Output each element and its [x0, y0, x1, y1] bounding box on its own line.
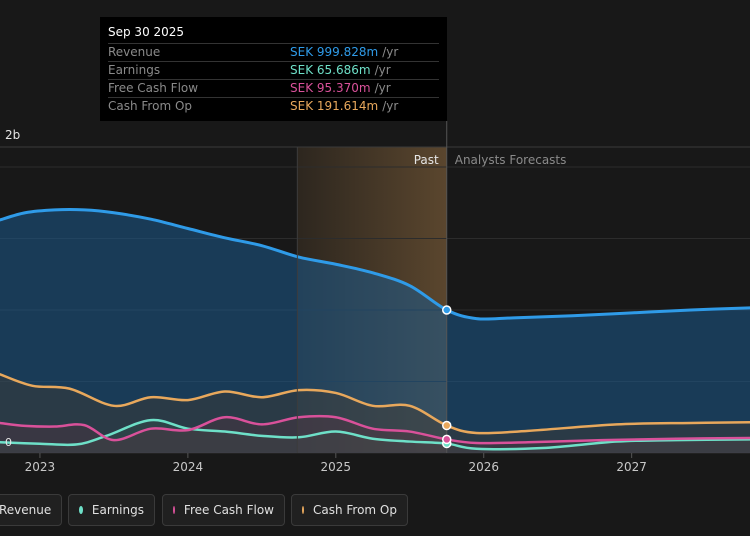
free-cash-flow-area	[0, 416, 750, 453]
tooltip-value: SEK 95.370m	[290, 81, 371, 95]
series-lines	[0, 208, 750, 451]
tooltip-value: SEK 65.686m	[290, 63, 371, 77]
earnings-line	[0, 418, 750, 451]
tooltip-label: Earnings	[108, 63, 161, 77]
legend-label: Cash From Op	[312, 503, 397, 517]
revenue-line	[0, 208, 750, 321]
cash-from-op-marker	[441, 420, 452, 431]
tooltip-unit: /yr	[382, 45, 399, 59]
tooltip-value: SEK 999.828m	[290, 45, 379, 59]
tooltip-row-free-cash-flow: Free Cash Flow SEK 95.370m /yr	[108, 79, 439, 97]
tooltip-label: Free Cash Flow	[108, 81, 199, 95]
earnings-area	[0, 419, 750, 453]
legend-item-cash-from-op[interactable]: Cash From Op	[291, 494, 408, 526]
past-label: Past	[414, 153, 439, 167]
tooltip-unit: /yr	[374, 63, 391, 77]
y-tick-label-zero: 0	[5, 436, 12, 449]
revenue-marker	[441, 305, 452, 315]
x-tick-label: 2023	[25, 460, 56, 474]
tooltip-value: SEK 191.614m	[290, 99, 379, 113]
free-cash-flow-marker	[441, 434, 452, 445]
tooltip: Sep 30 2025 Revenue SEK 999.828m /yr Ear…	[100, 17, 447, 121]
x-tick-label: 2024	[173, 460, 204, 474]
tooltip-date: Sep 30 2025	[108, 25, 185, 39]
legend-label: Free Cash Flow	[183, 503, 274, 517]
tooltip-label: Revenue	[108, 45, 161, 59]
legend-dot	[173, 506, 175, 514]
tooltip-row-earnings: Earnings SEK 65.686m /yr	[108, 61, 439, 79]
forecast-label: Analysts Forecasts	[455, 153, 567, 167]
free-cash-flow-line	[0, 414, 750, 445]
hover-markers	[441, 305, 452, 449]
legend-item-free-cash-flow[interactable]: Free Cash Flow	[162, 494, 285, 526]
revenue-area	[0, 209, 750, 453]
legend-label: Revenue	[0, 503, 52, 517]
y-axis: 2b 0	[5, 128, 20, 449]
legend-item-earnings[interactable]: Earnings	[68, 494, 155, 526]
legend-item-revenue[interactable]: Revenue	[0, 494, 62, 526]
tooltip-row-cash-from-op: Cash From Op SEK 191.614m /yr	[108, 97, 439, 115]
tooltip-unit: /yr	[382, 99, 399, 113]
cash-from-op-line	[0, 373, 750, 435]
legend-dot	[79, 506, 83, 514]
legend-dot	[302, 506, 304, 514]
x-tick-label: 2026	[468, 460, 499, 474]
series-areas	[0, 209, 750, 453]
x-axis: 2023 2024 2025 2026 2027	[25, 453, 647, 474]
x-tick-label: 2025	[321, 460, 352, 474]
tooltip-row-revenue: Revenue SEK 999.828m /yr	[108, 43, 439, 61]
cash-from-op-area	[0, 374, 750, 453]
legend-label: Earnings	[91, 503, 144, 517]
x-tick-label: 2027	[616, 460, 647, 474]
y-tick-label-max: 2b	[5, 128, 20, 142]
tooltip-label: Cash From Op	[108, 99, 193, 113]
tooltip-unit: /yr	[374, 81, 391, 95]
